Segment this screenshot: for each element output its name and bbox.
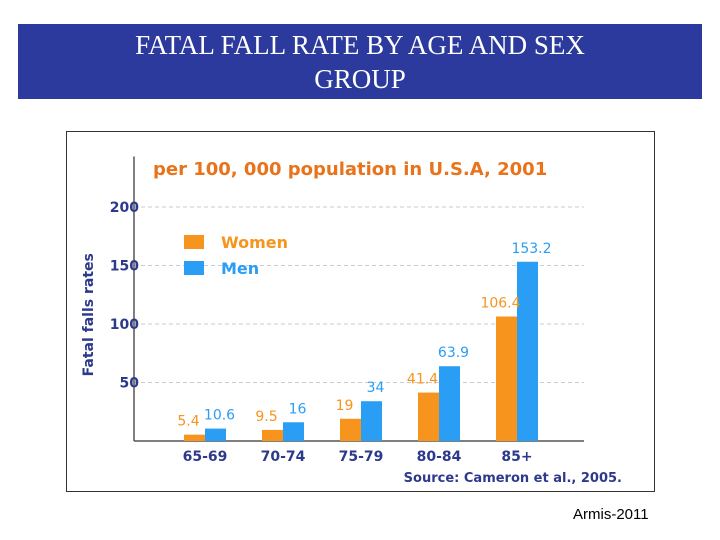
data-label-women: 106.4 <box>480 296 520 312</box>
bar-women-70-74 <box>262 429 283 441</box>
bars <box>184 261 538 441</box>
legend-swatch-women <box>184 235 204 249</box>
slide-title-line-2: GROUP <box>314 64 406 94</box>
bar-women-75-79 <box>340 418 361 441</box>
y-tick-label: 200 <box>110 200 139 216</box>
y-tick-label: 100 <box>110 317 139 333</box>
bar-men-70-74 <box>283 422 304 441</box>
slide-title-line-1: FATAL FALL RATE BY AGE AND SEX <box>135 30 585 60</box>
data-label-women: 9.5 <box>255 409 277 425</box>
bar-women-80-84 <box>418 392 439 441</box>
data-label-men: 153.2 <box>511 241 551 257</box>
x-tick-label: 75-79 <box>339 449 384 465</box>
y-tick-label: 150 <box>110 259 139 275</box>
data-label-women: 19 <box>336 398 354 414</box>
x-tick-label: 80-84 <box>417 449 462 465</box>
bar-men-65-69 <box>205 428 226 441</box>
data-label-men: 34 <box>367 380 385 396</box>
bar-men-85+ <box>517 261 538 441</box>
x-tick-label: 85+ <box>501 449 532 465</box>
data-label-men: 10.6 <box>204 408 235 424</box>
y-axis-title: Fatal falls rates <box>81 253 97 376</box>
bar-women-65-69 <box>184 434 205 441</box>
bar-chart: 50 100 150 200 Fatal falls rates 65-69 70-74 75… <box>81 156 622 486</box>
legend-label-women: Women <box>221 233 288 252</box>
slide-title: FATAL FALL RATE BY AGE AND SEX GROUP <box>18 24 702 99</box>
x-tick-label: 70-74 <box>261 449 306 465</box>
footer-credit: Armis-2011 <box>573 506 649 523</box>
labels: per 100, 000 population in U.S.A, 2001 Wo… <box>153 159 622 486</box>
bar-men-75-79 <box>361 401 382 441</box>
chart-frame: 50 100 150 200 Fatal falls rates 65-69 70-74 75… <box>66 131 655 492</box>
legend-swatch-men <box>184 261 204 275</box>
bar-women-85+ <box>496 316 517 441</box>
data-label-men: 63.9 <box>438 345 469 361</box>
bar-men-80-84 <box>439 366 460 441</box>
source-note: Source: Cameron et al., 2005. <box>404 471 622 486</box>
y-tick-label: 50 <box>120 376 140 392</box>
data-label-women: 41.4 <box>407 372 438 388</box>
data-label-men: 16 <box>289 401 307 417</box>
legend-label-men: Men <box>221 259 259 278</box>
x-tick-label: 65-69 <box>183 449 228 465</box>
data-label-women: 5.4 <box>177 414 199 430</box>
chart-title: per 100, 000 population in U.S.A, 2001 <box>153 159 547 180</box>
